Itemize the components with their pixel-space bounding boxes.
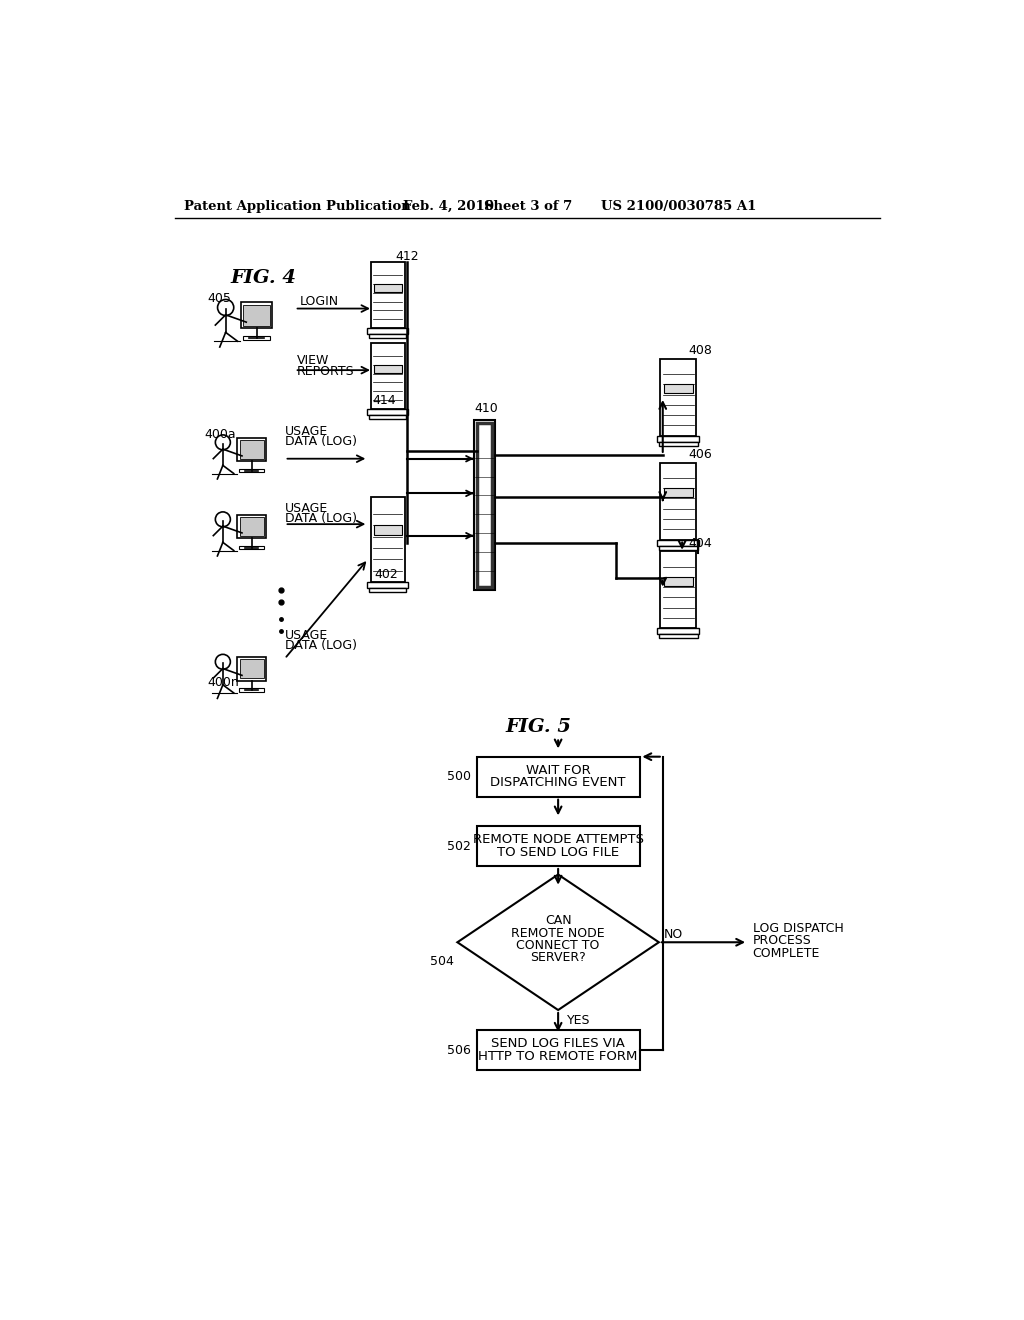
Text: CONNECT TO: CONNECT TO [516, 939, 600, 952]
Text: TO SEND LOG FILE: TO SEND LOG FILE [497, 846, 620, 859]
FancyBboxPatch shape [374, 284, 401, 292]
Text: DISPATCHING EVENT: DISPATCHING EVENT [490, 776, 626, 789]
FancyBboxPatch shape [240, 517, 263, 536]
FancyBboxPatch shape [371, 498, 404, 582]
Text: 400a: 400a [204, 428, 236, 441]
Text: 400n: 400n [207, 676, 239, 689]
FancyBboxPatch shape [244, 337, 270, 339]
FancyBboxPatch shape [368, 409, 408, 414]
Text: 410: 410 [474, 403, 498, 416]
Text: PROCESS: PROCESS [753, 935, 811, 948]
FancyBboxPatch shape [371, 263, 404, 327]
FancyBboxPatch shape [658, 635, 697, 638]
Text: 404: 404 [688, 537, 712, 550]
FancyBboxPatch shape [240, 545, 264, 549]
FancyBboxPatch shape [664, 577, 693, 586]
Text: VIEW: VIEW [297, 354, 330, 367]
FancyBboxPatch shape [240, 688, 264, 692]
FancyBboxPatch shape [238, 515, 266, 539]
FancyBboxPatch shape [477, 826, 640, 866]
FancyBboxPatch shape [238, 438, 266, 461]
FancyBboxPatch shape [368, 327, 408, 334]
Text: 504: 504 [430, 954, 454, 968]
Text: YES: YES [567, 1014, 591, 1027]
FancyBboxPatch shape [664, 488, 693, 498]
Text: SEND LOG FILES VIA: SEND LOG FILES VIA [492, 1038, 625, 1051]
FancyBboxPatch shape [240, 469, 264, 473]
FancyBboxPatch shape [374, 525, 401, 536]
Text: 414: 414 [372, 395, 395, 408]
FancyBboxPatch shape [660, 552, 696, 628]
Text: HTTP TO REMOTE FORM: HTTP TO REMOTE FORM [478, 1049, 638, 1063]
FancyBboxPatch shape [657, 540, 699, 545]
Text: COMPLETE: COMPLETE [753, 946, 820, 960]
Text: US 2100/0030785 A1: US 2100/0030785 A1 [601, 199, 756, 213]
FancyBboxPatch shape [369, 334, 407, 338]
FancyBboxPatch shape [240, 440, 263, 459]
FancyBboxPatch shape [658, 442, 697, 446]
Text: 506: 506 [446, 1044, 471, 1056]
Text: FIG. 5: FIG. 5 [506, 718, 571, 735]
FancyBboxPatch shape [657, 436, 699, 442]
FancyBboxPatch shape [658, 545, 697, 549]
FancyBboxPatch shape [371, 343, 404, 409]
FancyBboxPatch shape [664, 384, 693, 393]
Text: REMOTE NODE: REMOTE NODE [511, 927, 605, 940]
FancyBboxPatch shape [374, 364, 401, 372]
Text: Sheet 3 of 7: Sheet 3 of 7 [484, 199, 572, 213]
FancyBboxPatch shape [660, 359, 696, 436]
Text: USAGE: USAGE [285, 425, 328, 438]
Text: DATA (LOG): DATA (LOG) [285, 512, 356, 525]
Text: WAIT FOR: WAIT FOR [525, 764, 591, 777]
Text: NO: NO [664, 928, 683, 941]
Text: SERVER?: SERVER? [530, 952, 586, 964]
FancyBboxPatch shape [474, 420, 496, 590]
Text: USAGE: USAGE [285, 502, 328, 515]
Text: 402: 402 [375, 568, 398, 581]
FancyBboxPatch shape [240, 660, 263, 678]
FancyBboxPatch shape [241, 302, 272, 327]
Text: 408: 408 [688, 345, 713, 358]
FancyBboxPatch shape [657, 628, 699, 635]
Text: 406: 406 [688, 449, 712, 462]
FancyBboxPatch shape [238, 657, 266, 681]
Text: REMOTE NODE ATTEMPTS: REMOTE NODE ATTEMPTS [473, 833, 644, 846]
FancyBboxPatch shape [477, 756, 640, 797]
FancyBboxPatch shape [660, 462, 696, 540]
Text: Feb. 4, 2010: Feb. 4, 2010 [403, 199, 494, 213]
Text: CAN: CAN [545, 915, 571, 927]
Text: DATA (LOG): DATA (LOG) [285, 639, 356, 652]
FancyBboxPatch shape [244, 305, 269, 326]
Text: LOG DISPATCH: LOG DISPATCH [753, 921, 844, 935]
Text: LOGIN: LOGIN [300, 296, 339, 308]
FancyBboxPatch shape [477, 424, 493, 586]
Text: 412: 412 [395, 249, 419, 263]
Text: 405: 405 [208, 292, 231, 305]
Text: Patent Application Publication: Patent Application Publication [183, 199, 411, 213]
Text: USAGE: USAGE [285, 630, 328, 643]
Polygon shape [458, 875, 658, 1010]
FancyBboxPatch shape [369, 414, 407, 418]
FancyBboxPatch shape [368, 582, 408, 589]
Text: FIG. 4: FIG. 4 [230, 269, 296, 286]
Text: 500: 500 [446, 770, 471, 783]
FancyBboxPatch shape [369, 589, 407, 591]
Text: REPORTS: REPORTS [297, 366, 354, 379]
FancyBboxPatch shape [477, 1030, 640, 1071]
Text: DATA (LOG): DATA (LOG) [285, 436, 356, 449]
Text: 502: 502 [446, 840, 471, 853]
